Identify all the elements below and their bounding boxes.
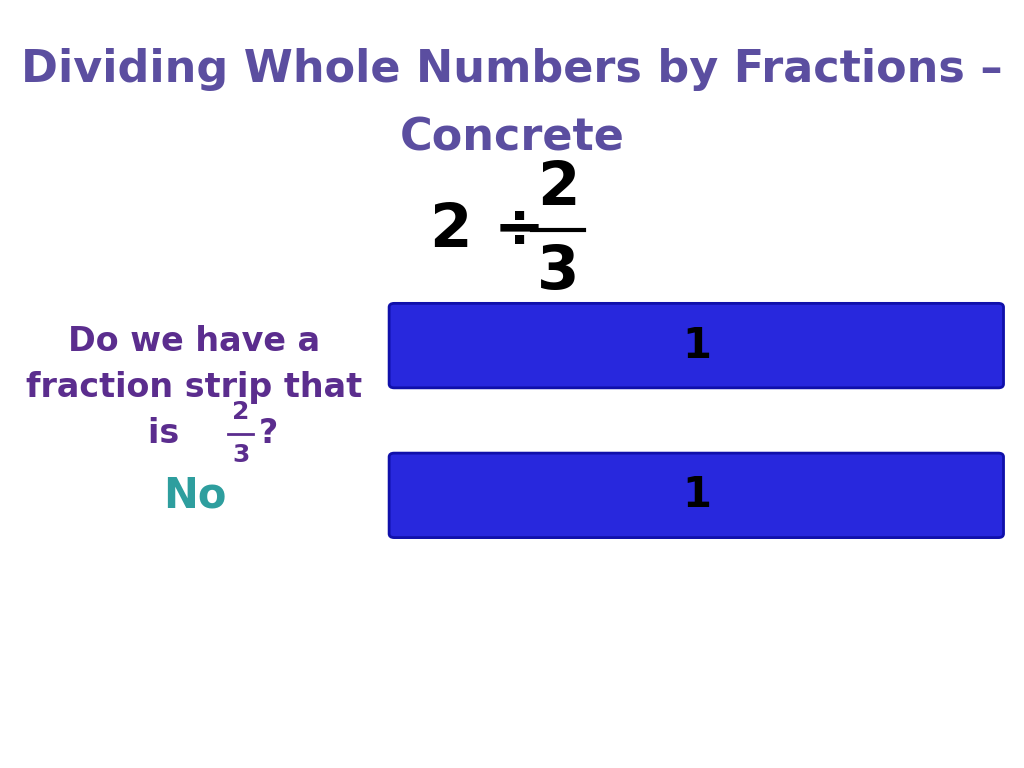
Text: Do we have a: Do we have a: [69, 326, 321, 358]
Text: ?: ?: [259, 418, 279, 450]
Text: 3: 3: [537, 243, 580, 302]
Text: fraction strip that: fraction strip that: [27, 372, 362, 404]
Text: Dividing Whole Numbers by Fractions –: Dividing Whole Numbers by Fractions –: [22, 48, 1002, 91]
Text: 3: 3: [232, 443, 249, 468]
Text: No: No: [163, 475, 226, 516]
Text: 1: 1: [682, 325, 711, 366]
Text: 2: 2: [232, 400, 249, 425]
Text: 2: 2: [537, 159, 580, 217]
Text: 1: 1: [682, 475, 711, 516]
FancyBboxPatch shape: [389, 303, 1004, 388]
Text: is: is: [148, 418, 191, 450]
FancyBboxPatch shape: [389, 453, 1004, 538]
Text: 2 ÷: 2 ÷: [430, 201, 566, 260]
Text: Concrete: Concrete: [399, 117, 625, 160]
